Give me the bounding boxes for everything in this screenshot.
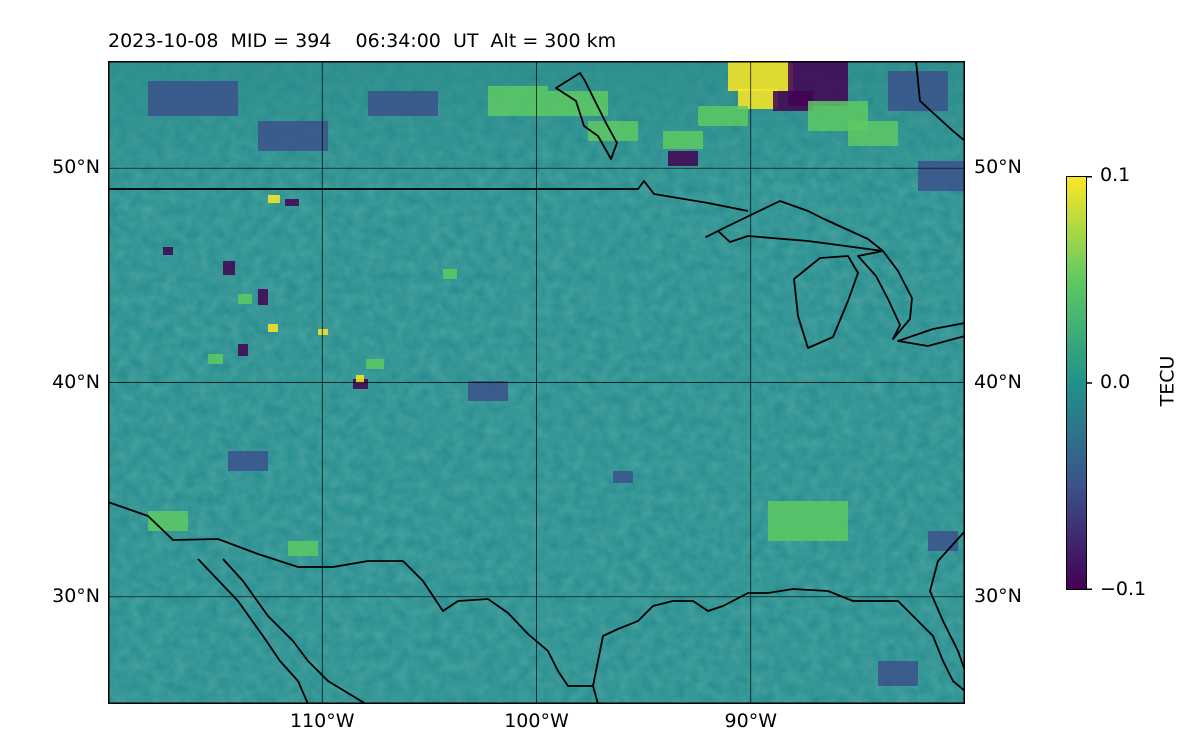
tec-anomaly bbox=[318, 329, 328, 335]
baja-peninsula bbox=[222, 558, 367, 704]
tec-anomaly bbox=[228, 451, 268, 471]
northeast-coast bbox=[915, 61, 965, 142]
tec-anomaly bbox=[268, 324, 278, 332]
tec-anomaly bbox=[353, 379, 368, 389]
great-lakes-east bbox=[897, 322, 965, 347]
tec-anomaly bbox=[588, 121, 638, 141]
us-canada-border bbox=[108, 180, 749, 212]
coastlines bbox=[108, 61, 965, 704]
tec-map[interactable] bbox=[108, 61, 965, 704]
tec-anomaly bbox=[613, 471, 633, 483]
field-anomalies bbox=[148, 61, 965, 686]
sea-of-cortez-west bbox=[197, 558, 309, 704]
colorbar-tick-label: 0.1 bbox=[1100, 164, 1131, 186]
lat-tick-label-left: 30°N bbox=[52, 584, 100, 607]
map-title: 2023-10-08 MID = 394 06:34:00 UT Alt = 3… bbox=[108, 30, 617, 52]
colorbar-tick-label: 0.0 bbox=[1100, 371, 1131, 393]
tec-anomaly bbox=[728, 61, 793, 91]
lon-tick-label: 110°W bbox=[289, 710, 355, 732]
tec-anomaly bbox=[698, 106, 748, 126]
us-mexico-border bbox=[108, 501, 599, 704]
lake-huron bbox=[857, 250, 913, 340]
colorbar bbox=[1066, 176, 1087, 590]
gulf-coast bbox=[592, 588, 965, 692]
lake-michigan bbox=[793, 255, 859, 349]
tec-anomaly bbox=[163, 247, 173, 255]
tec-anomaly bbox=[443, 269, 457, 279]
tec-anomaly bbox=[148, 81, 238, 116]
colorbar-title: TECU bbox=[1156, 355, 1179, 407]
tec-anomaly bbox=[773, 91, 813, 111]
tec-anomaly bbox=[918, 161, 965, 191]
tec-anomaly bbox=[928, 531, 958, 551]
tec-anomaly bbox=[223, 261, 235, 275]
lat-tick-label-right: 50°N bbox=[974, 156, 1022, 179]
tec-anomaly bbox=[268, 195, 280, 203]
tec-anomaly bbox=[285, 199, 299, 206]
tec-anomaly bbox=[258, 121, 328, 151]
colorbar-tick-label: −0.1 bbox=[1100, 578, 1147, 600]
map-frame bbox=[108, 61, 965, 704]
tec-anomaly bbox=[208, 354, 223, 364]
tec-anomaly bbox=[663, 131, 703, 149]
lat-tick-label-right: 40°N bbox=[974, 370, 1022, 393]
tec-anomaly bbox=[238, 294, 252, 304]
tec-anomaly bbox=[668, 151, 698, 166]
tec-anomaly bbox=[848, 121, 898, 146]
tec-anomaly bbox=[288, 541, 318, 556]
tec-anomaly bbox=[356, 375, 364, 383]
east-coast bbox=[929, 530, 965, 672]
graticule bbox=[108, 61, 965, 704]
tec-anomaly bbox=[238, 344, 248, 356]
tec-anomaly bbox=[768, 501, 848, 541]
lat-tick-label-right: 30°N bbox=[974, 584, 1022, 607]
lon-tick-label: 90°W bbox=[724, 710, 777, 732]
tec-anomaly bbox=[488, 86, 548, 116]
lat-tick-label-left: 40°N bbox=[52, 370, 100, 393]
tec-anomaly bbox=[878, 661, 918, 686]
tec-anomaly bbox=[368, 91, 438, 116]
map-panel[interactable] bbox=[108, 61, 965, 704]
colorbar-ticks bbox=[1086, 176, 1092, 590]
tec-anomaly bbox=[548, 91, 608, 116]
tec-anomaly bbox=[468, 381, 508, 401]
tec-anomaly bbox=[738, 89, 778, 109]
hudson-bay-coast bbox=[555, 72, 618, 160]
lon-tick-label: 100°W bbox=[504, 710, 569, 732]
tec-anomaly bbox=[366, 359, 384, 369]
tec-anomaly bbox=[258, 289, 268, 305]
lat-tick-label-left: 50°N bbox=[52, 156, 100, 179]
lake-superior bbox=[705, 200, 884, 252]
